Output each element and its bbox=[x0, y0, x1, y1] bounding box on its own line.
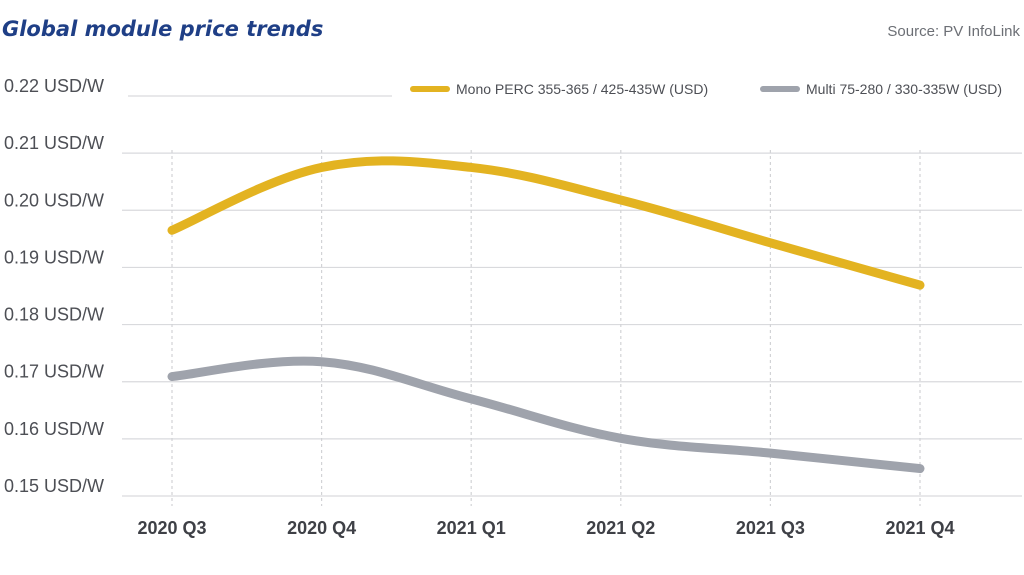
x-axis: 2020 Q3 2020 Q4 2021 Q1 2021 Q2 2021 Q3 2021 … bbox=[137, 518, 954, 538]
chart-source: Source: PV InfoLink bbox=[887, 23, 1020, 40]
x-tick-label: 2021 Q2 bbox=[586, 518, 655, 538]
y-tick-label: 0.18 USD/W bbox=[4, 305, 104, 325]
series-line-mono-perc bbox=[167, 156, 925, 290]
x-tick-label: 2021 Q1 bbox=[437, 518, 506, 538]
series bbox=[167, 156, 925, 474]
legend-label-multi: Multi 75-280 / 330-335W (USD) bbox=[806, 81, 1002, 97]
y-tick-label: 0.20 USD/W bbox=[4, 190, 104, 210]
vertical-guides bbox=[171, 150, 921, 506]
legend: Mono PERC 355-365 / 425-435W (USD) Multi… bbox=[410, 81, 1002, 97]
x-tick-label: 2020 Q4 bbox=[287, 518, 356, 538]
grid bbox=[122, 95, 1022, 497]
y-tick-label: 0.17 USD/W bbox=[4, 362, 104, 382]
y-tick-label: 0.16 USD/W bbox=[4, 419, 104, 439]
x-tick-label: 2021 Q3 bbox=[736, 518, 805, 538]
x-tick-label: 2021 Q4 bbox=[885, 518, 954, 538]
y-tick-label: 0.15 USD/W bbox=[4, 476, 104, 496]
legend-label-mono: Mono PERC 355-365 / 425-435W (USD) bbox=[456, 81, 708, 97]
chart-title: Global module price trends bbox=[2, 17, 323, 41]
series-line-multi bbox=[167, 356, 925, 474]
y-tick-label: 0.19 USD/W bbox=[4, 247, 104, 267]
y-tick-label: 0.22 USD/W bbox=[4, 76, 104, 96]
y-tick-label: 0.21 USD/W bbox=[4, 133, 104, 153]
x-tick-label: 2020 Q3 bbox=[137, 518, 206, 538]
y-axis: 0.15 USD/W 0.16 USD/W 0.17 USD/W 0.18 USD/W… bbox=[4, 76, 104, 496]
